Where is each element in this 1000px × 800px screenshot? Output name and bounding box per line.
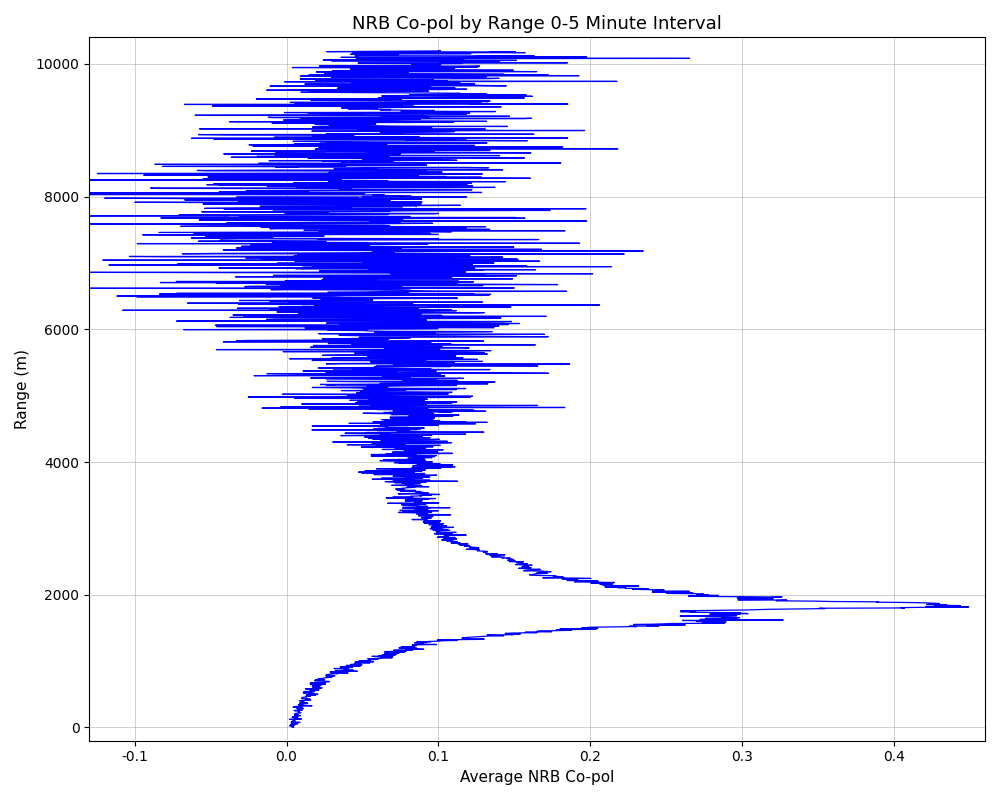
Title: NRB Co-pol by Range 0-5 Minute Interval: NRB Co-pol by Range 0-5 Minute Interval	[352, 15, 722, 33]
Y-axis label: Range (m): Range (m)	[15, 349, 30, 429]
X-axis label: Average NRB Co-pol: Average NRB Co-pol	[460, 770, 614, 785]
